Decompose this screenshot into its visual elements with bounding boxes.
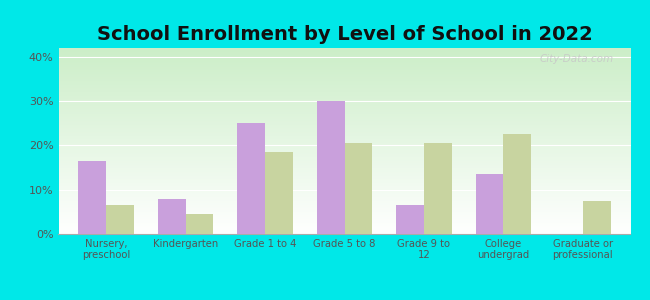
Bar xyxy=(158,199,186,234)
Bar xyxy=(106,205,134,234)
Bar xyxy=(503,134,531,234)
Bar xyxy=(317,101,345,234)
Bar xyxy=(186,214,213,234)
Bar xyxy=(476,174,503,234)
Bar xyxy=(79,161,106,234)
Title: School Enrollment by Level of School in 2022: School Enrollment by Level of School in … xyxy=(97,25,592,44)
Bar xyxy=(424,143,452,234)
Bar xyxy=(396,205,424,234)
Bar xyxy=(237,123,265,234)
Text: City-Data.com: City-Data.com xyxy=(540,54,614,64)
Bar xyxy=(583,201,610,234)
Bar xyxy=(265,152,293,234)
Bar xyxy=(344,143,372,234)
